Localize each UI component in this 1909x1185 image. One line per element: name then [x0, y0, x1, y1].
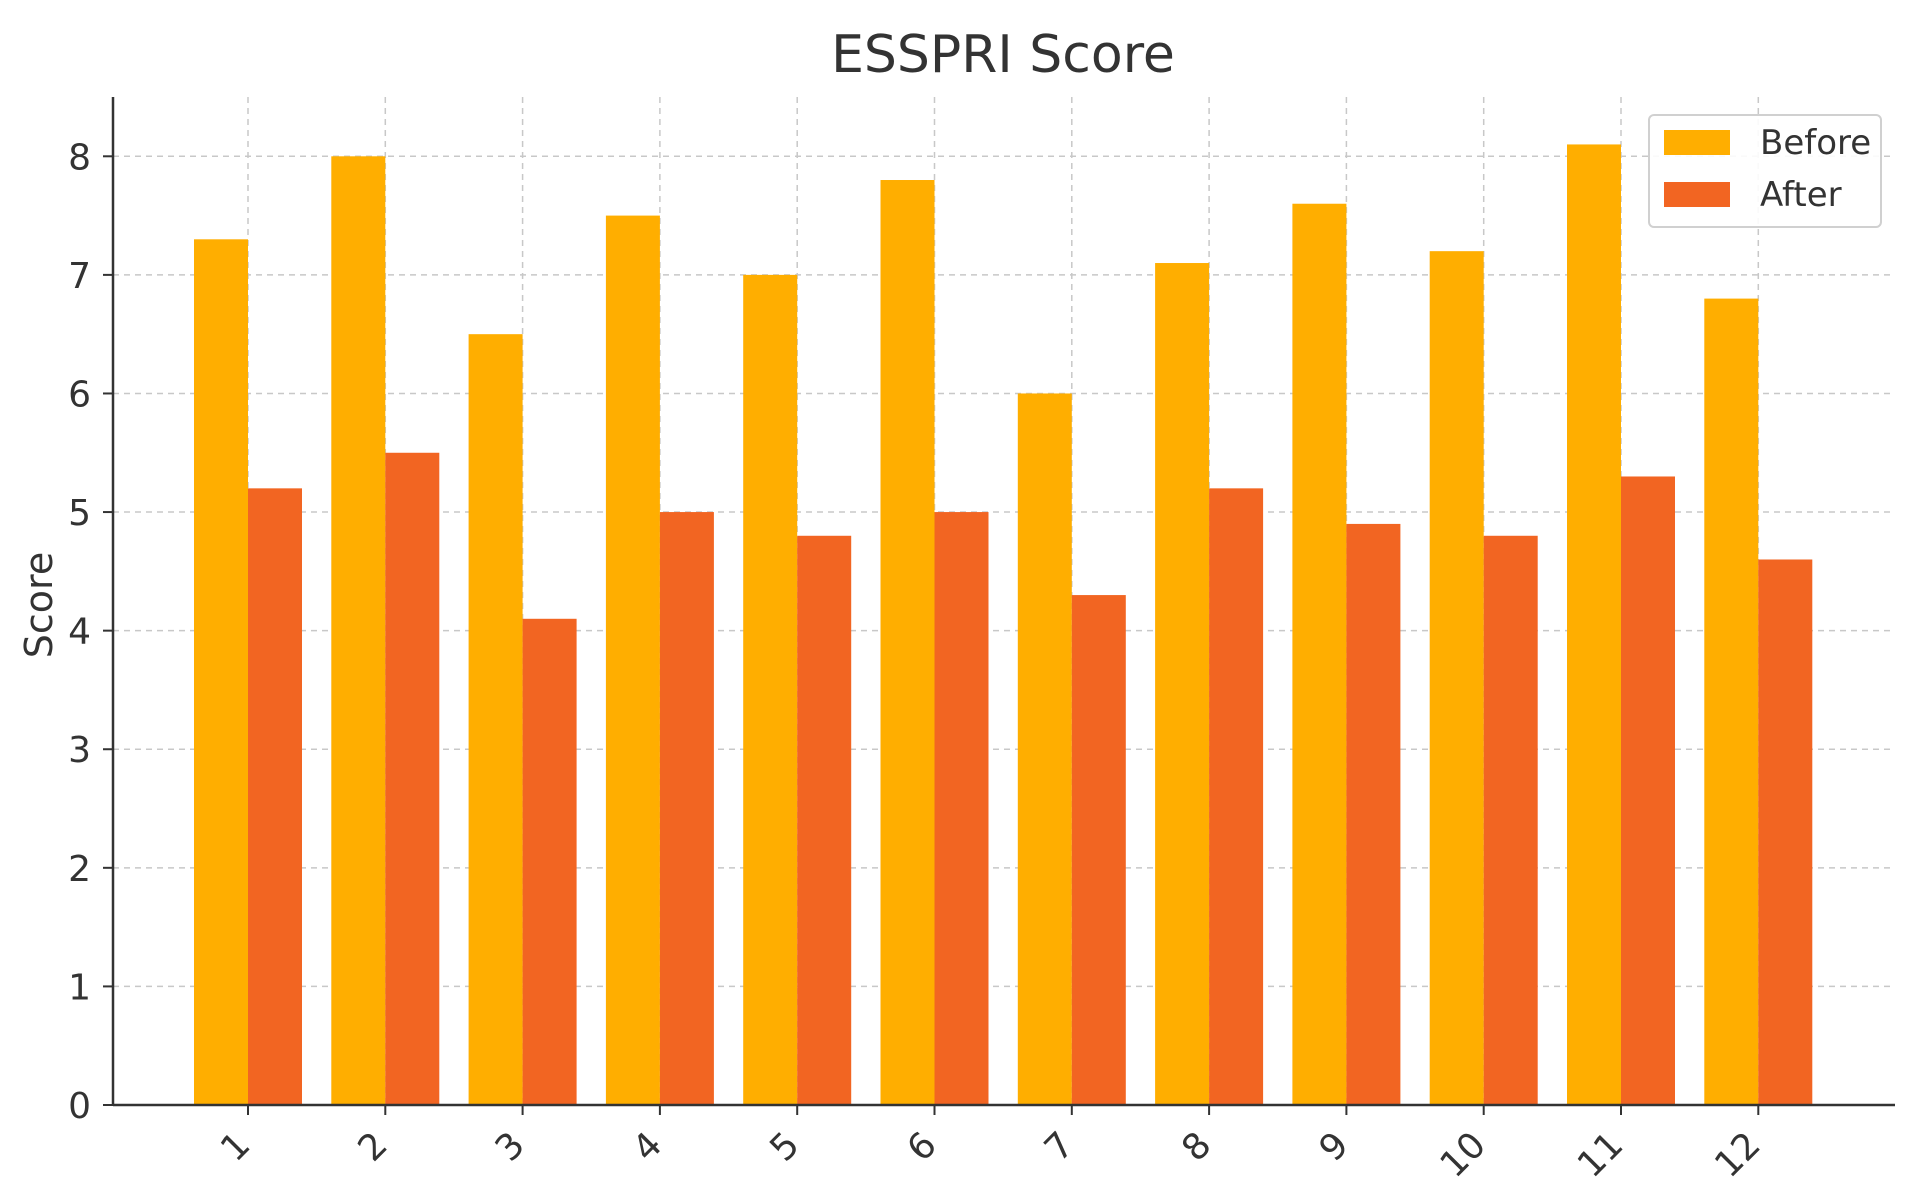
- bar-before-10: [1429, 251, 1484, 1106]
- bar-before-11: [1567, 144, 1621, 1105]
- x-tick-label: 6: [900, 1124, 945, 1169]
- x-tick-label: 12: [1707, 1124, 1768, 1185]
- bar-before-3: [468, 334, 523, 1105]
- bar-after-9: [1346, 523, 1401, 1105]
- legend-swatch-after: [1664, 182, 1730, 207]
- bar-after-5: [797, 535, 852, 1105]
- x-tick-label: 7: [1037, 1124, 1082, 1169]
- bar-after-7: [1071, 595, 1126, 1105]
- bar-after-11: [1621, 476, 1675, 1105]
- bar-after-10: [1483, 535, 1538, 1105]
- bar-after-8: [1209, 488, 1264, 1105]
- bar-after-4: [659, 512, 714, 1105]
- y-tick-label: 8: [68, 137, 91, 178]
- bar-after-6: [934, 512, 989, 1105]
- y-tick-label: 6: [68, 374, 91, 415]
- legend-label-before: Before: [1760, 123, 1871, 163]
- y-tick-label: 4: [68, 612, 91, 653]
- legend-label-after: After: [1760, 175, 1842, 215]
- legend: Before After: [1648, 114, 1882, 228]
- bars: [194, 144, 1813, 1106]
- bar-after-12: [1758, 559, 1813, 1105]
- y-tick-label: 3: [68, 730, 91, 771]
- y-tick-label: 1: [68, 967, 91, 1008]
- bar-before-12: [1704, 298, 1759, 1106]
- bar-before-9: [1292, 203, 1347, 1105]
- x-tick-label: 3: [488, 1124, 533, 1169]
- y-tick-label: 5: [68, 493, 91, 534]
- axes: [103, 97, 1895, 1115]
- x-tick-label: 4: [625, 1124, 670, 1169]
- x-tick-label: 5: [762, 1124, 807, 1169]
- x-tick-label: 2: [350, 1124, 395, 1169]
- bar-after-2: [385, 452, 440, 1105]
- x-tick-label: 1: [213, 1124, 258, 1169]
- legend-swatch-before: [1664, 130, 1730, 155]
- bar-after-1: [248, 488, 302, 1105]
- x-tick-label: 11: [1570, 1124, 1631, 1185]
- y-tick-label: 7: [68, 256, 91, 297]
- chart-title: ESSPRI Score: [831, 25, 1175, 85]
- bar-before-4: [605, 215, 660, 1105]
- bar-before-8: [1155, 263, 1210, 1105]
- bar-before-6: [880, 180, 935, 1105]
- bar-before-5: [743, 274, 798, 1106]
- y-tick-label: 2: [68, 849, 91, 890]
- bar-before-7: [1017, 393, 1072, 1105]
- bar-before-1: [194, 239, 248, 1105]
- y-axis-label: Score: [17, 552, 61, 658]
- bar-after-3: [522, 618, 577, 1105]
- x-tick-label: 8: [1174, 1124, 1219, 1169]
- x-tick-label: 9: [1312, 1124, 1357, 1169]
- x-tick-label: 10: [1433, 1124, 1494, 1185]
- y-tick-label: 0: [68, 1086, 91, 1127]
- bar-before-2: [331, 156, 386, 1105]
